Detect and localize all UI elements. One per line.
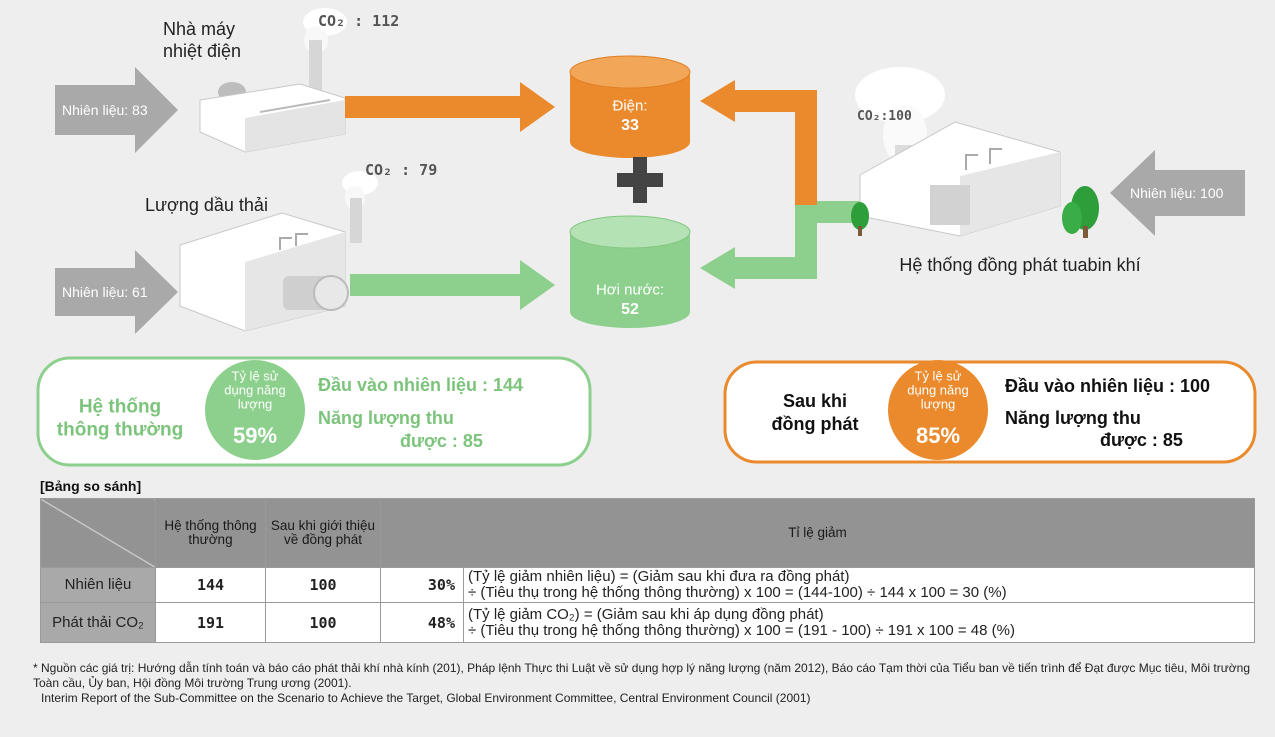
reduction-rate: 30% xyxy=(381,568,464,603)
reduction-rate: 48% xyxy=(381,603,464,643)
conventional-value: 191 xyxy=(156,603,266,643)
summary-title: Hệ thống xyxy=(79,398,161,417)
rate-value: 85% xyxy=(916,425,960,447)
recovered-energy: được : 85 xyxy=(1100,431,1183,449)
steam-value: 52 xyxy=(621,302,639,318)
rate-caption: Tỷ lệ sử xyxy=(232,370,279,383)
cogeneration-value: 100 xyxy=(266,603,381,643)
recovered-energy: Năng lượng thu xyxy=(1005,409,1141,427)
cogeneration-value: 100 xyxy=(266,568,381,603)
fuel-label: Nhiên liệu: 61 xyxy=(62,285,148,299)
footnote-source: * Nguồn các giá trị: Hướng dẫn tính toán… xyxy=(33,661,1253,691)
plus-sign xyxy=(617,157,663,203)
fuel-input: Đầu vào nhiên liệu : 144 xyxy=(318,376,523,394)
co2-label: CO₂:100 xyxy=(857,110,912,123)
footnote: * Nguồn các giá trị: Hướng dẫn tính toán… xyxy=(33,661,1253,706)
cogen-electricity-arrowhead xyxy=(700,80,735,122)
fuel-label: Nhiên liệu: 100 xyxy=(1130,186,1223,200)
formula-line: (Tỷ lệ giảm CO₂) = (Giảm sau khi áp dụng… xyxy=(468,607,1250,623)
column-header: Sau khi giới thiệu về đồng phát xyxy=(266,499,381,568)
canvas: Nhà máy nhiệt điện CO₂ : 112 Nhiên liệu:… xyxy=(0,0,1275,737)
recovered-energy: được : 85 xyxy=(400,432,483,450)
fuel-label: Nhiên liệu: 83 xyxy=(62,103,148,117)
co2-label: CO₂ : 79 xyxy=(365,163,437,178)
header-row: Hệ thống thông thường Sau khi giới thiệu… xyxy=(41,499,1255,568)
corner-cell xyxy=(41,499,156,568)
cogeneration-icon xyxy=(851,67,1099,238)
table-row: Nhiên liệu 144 100 30% (Tỷ lệ giảm nhiên… xyxy=(41,568,1255,603)
formula: (Tỷ lệ giảm nhiên liệu) = (Giảm sau khi … xyxy=(464,568,1255,603)
formula-line: ÷ (Tiêu thụ trong hệ thống thông thường)… xyxy=(468,585,1250,601)
co2-label: CO₂ : 112 xyxy=(318,14,399,29)
cogen-electricity-arrow xyxy=(735,101,806,205)
plant-name: nhiệt điện xyxy=(163,42,241,60)
summary-title: Sau khi xyxy=(783,392,847,410)
summary-title: thông thường xyxy=(57,421,183,440)
page: Cogeneration comparison { "power_plant":… xyxy=(0,0,1275,737)
formula-line: ÷ (Tiêu thụ trong hệ thống thông thường)… xyxy=(468,623,1250,639)
formula-line: (Tỷ lệ giảm nhiên liệu) = (Giảm sau khi … xyxy=(468,569,1250,585)
conventional-value: 144 xyxy=(156,568,266,603)
rate-caption: dụng năng xyxy=(907,384,968,397)
row-item: Nhiên liệu xyxy=(41,568,156,603)
footnote-english: Interim Report of the Sub-Committee on t… xyxy=(33,691,1253,706)
electricity-label: Điện: xyxy=(612,99,647,114)
plant-name: Nhà máy xyxy=(163,20,235,38)
row-item: Phát thải CO₂ xyxy=(41,603,156,643)
table-row: Phát thải CO₂ 191 100 48% (Tỷ lệ giảm CO… xyxy=(41,603,1255,643)
column-header: Hệ thống thông thường xyxy=(156,499,266,568)
steam-arrow xyxy=(350,260,555,310)
rate-caption: lượng xyxy=(921,398,956,411)
steam-label: Hơi nước: xyxy=(596,283,664,298)
electricity-arrow xyxy=(345,82,555,132)
electricity-value: 33 xyxy=(621,118,639,134)
summary-title: đồng phát xyxy=(772,415,859,433)
rate-caption: Tỷ lệ sử xyxy=(915,370,962,383)
rate-caption: lượng xyxy=(238,398,273,411)
cogen-steam-arrowhead xyxy=(700,247,735,289)
column-header: Tỉ lệ giảm xyxy=(381,499,1255,568)
cogen-steam-arrow xyxy=(735,212,860,268)
boiler-name: Lượng dầu thải xyxy=(145,196,268,214)
comparison-table: Hệ thống thông thường Sau khi giới thiệu… xyxy=(40,498,1255,643)
rate-caption: dụng năng xyxy=(224,384,285,397)
cogeneration-name: Hệ thống đồng phát tuabin khí xyxy=(899,256,1140,274)
recovered-energy: Năng lượng thu xyxy=(318,409,454,427)
fuel-input: Đầu vào nhiên liệu : 100 xyxy=(1005,377,1210,395)
rate-value: 59% xyxy=(233,425,277,447)
formula: (Tỷ lệ giảm CO₂) = (Giảm sau khi áp dụng… xyxy=(464,603,1255,643)
table-caption: [Bảng so sánh] xyxy=(40,478,141,494)
